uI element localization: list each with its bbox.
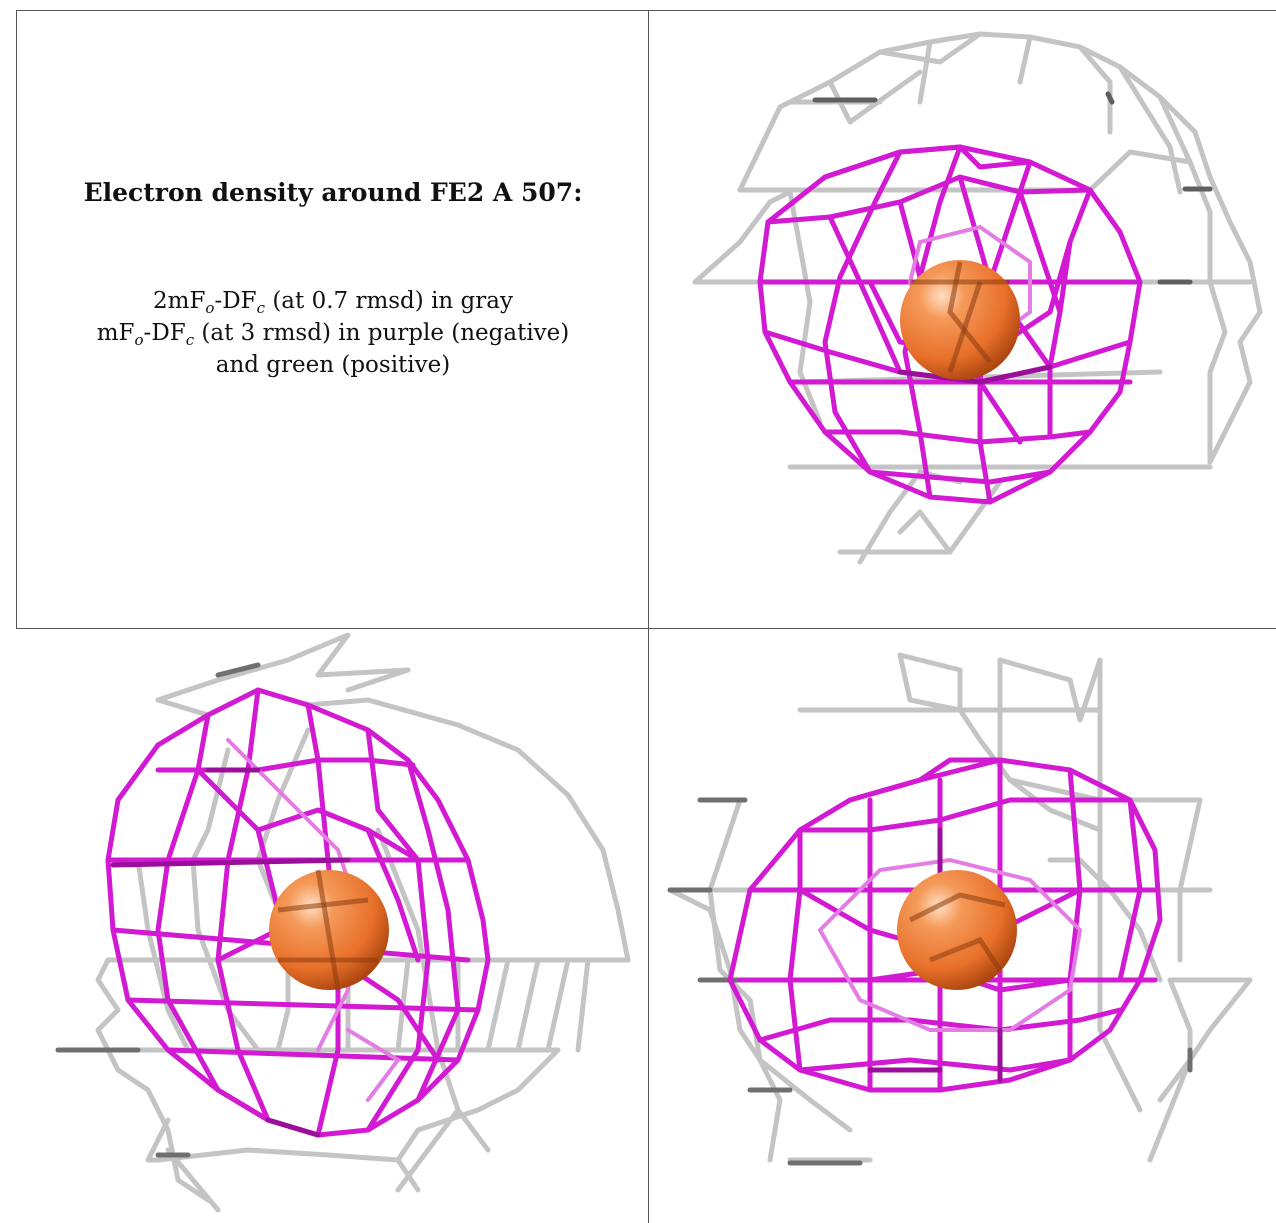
caption-title: Electron density around FE2 A 507: bbox=[20, 178, 646, 207]
caption-line-2fo-fc: 2mFo-DFc (at 0.7 rmsd) in gray bbox=[20, 288, 646, 317]
fe-atom-sphere bbox=[900, 260, 1020, 380]
grid-border-middle bbox=[16, 628, 1276, 629]
caption-l2-sub-c: c bbox=[186, 331, 194, 349]
fe-atom-sphere bbox=[897, 870, 1017, 990]
fe-atom-mesh-view-3 bbox=[650, 630, 1276, 1223]
caption-l2-prefix: mF bbox=[97, 320, 135, 346]
caption-l1-suffix: (at 0.7 rmsd) in gray bbox=[265, 288, 513, 314]
figure-caption: Electron density around FE2 A 507: 2mFo-… bbox=[20, 10, 646, 628]
view-top-right bbox=[650, 12, 1276, 626]
grid-border-left bbox=[16, 10, 17, 628]
caption-line-positive: and green (positive) bbox=[20, 352, 646, 378]
caption-l1-mid: -DF bbox=[214, 288, 256, 314]
caption-l2-sub-o: o bbox=[135, 331, 144, 349]
caption-l2-mid: -DF bbox=[144, 320, 186, 346]
view-bottom-right bbox=[650, 630, 1276, 1223]
caption-l1-sub-c: c bbox=[257, 299, 265, 317]
caption-l1-prefix: 2mF bbox=[153, 288, 205, 314]
caption-line-fo-fc: mFo-DFc (at 3 rmsd) in purple (negative) bbox=[20, 320, 646, 349]
grid-border-vertical bbox=[648, 10, 649, 1223]
fe-atom-mesh-view-2 bbox=[18, 630, 646, 1223]
view-bottom-left bbox=[18, 630, 646, 1223]
caption-l2-suffix: (at 3 rmsd) in purple (negative) bbox=[194, 320, 569, 346]
fe-atom-mesh-view-1 bbox=[650, 12, 1276, 626]
